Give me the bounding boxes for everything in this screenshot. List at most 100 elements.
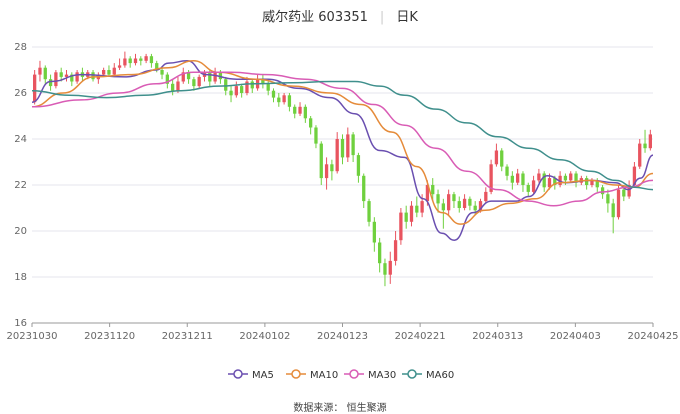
candles-layer (33, 51, 652, 287)
candle-body (303, 106, 307, 119)
legend: MA5 MA10 MA30 MA60 (228, 369, 454, 381)
candle-body (351, 134, 355, 156)
candle-body (287, 95, 292, 107)
legend-label: MA60 (426, 370, 454, 381)
candle-body (356, 155, 361, 176)
candle-body (606, 194, 610, 204)
x-tick-label: 20240123 (317, 331, 368, 342)
candle-body (531, 180, 536, 192)
candle-body (165, 74, 169, 84)
y-axis: 16 18 20 22 24 26 28 (14, 42, 27, 329)
candle-body (611, 203, 615, 218)
candle-body (431, 185, 435, 195)
candle-body (330, 164, 334, 172)
candle-body (494, 150, 499, 165)
candle-body (622, 189, 626, 197)
candle-body (452, 194, 456, 202)
candle-body (117, 65, 122, 68)
x-tick-label: 20231120 (84, 331, 135, 342)
x-tick-label: 20240313 (472, 331, 523, 342)
candle-body (186, 72, 191, 80)
legend-marker (407, 369, 417, 379)
candle-body (616, 189, 621, 218)
x-tick-label: 20240221 (395, 331, 446, 342)
candle-body (213, 72, 217, 82)
candle-body (447, 194, 451, 211)
ma-lines-layer (31, 60, 654, 241)
x-tick-label: 20231030 (7, 331, 58, 342)
x-tick-label: 20231211 (162, 331, 213, 342)
y-tick-label: 26 (14, 88, 27, 99)
candle-body (558, 175, 562, 185)
candle-body (340, 139, 345, 158)
candle-body (415, 205, 419, 213)
candle-body (298, 106, 302, 114)
y-tick-label: 24 (14, 134, 27, 145)
candle-body (510, 175, 514, 183)
stock-name: 威尔药业 603351 (262, 10, 368, 25)
data-source: 数据来源： 恒生聚源 (293, 403, 387, 414)
candle-body (271, 90, 276, 98)
candle-body (516, 173, 520, 183)
legend-label: MA10 (310, 370, 338, 381)
candle-body (537, 173, 541, 181)
candle-body (457, 201, 461, 208)
candle-body (91, 72, 95, 80)
candle-body (372, 221, 376, 243)
x-tick-label: 20240102 (239, 331, 290, 342)
candle-body (266, 83, 270, 91)
candle-body (240, 86, 244, 93)
candle-body (425, 185, 430, 202)
candle-body (319, 143, 323, 179)
candle-body (420, 201, 424, 213)
legend-item-ma5: MA5 (228, 369, 274, 381)
candle-body (436, 194, 440, 204)
candle-body (585, 178, 589, 185)
candle-body (378, 242, 382, 264)
x-axis: 20231030 20231120 20231211 20240102 20240123… (7, 323, 678, 342)
candle-body (627, 185, 631, 197)
candle-body (600, 187, 605, 195)
candle-body (409, 205, 414, 222)
chart-title: 威尔药业 603351 | 日K (0, 6, 680, 25)
candle-body (335, 139, 339, 172)
legend-item-ma30: MA30 (344, 369, 396, 381)
candle-body (468, 198, 472, 206)
candle-body (505, 166, 509, 176)
y-tick-label: 18 (14, 272, 27, 283)
series-line-ma10 (31, 60, 654, 225)
candle-body (462, 198, 467, 208)
candle-body (112, 67, 116, 75)
candle-body (484, 191, 488, 202)
candle-body (245, 81, 249, 93)
candle-body (489, 164, 493, 192)
candle-body (59, 72, 63, 77)
candle-body (155, 63, 159, 70)
x-tick-label: 20240403 (550, 331, 601, 342)
candle-body (38, 67, 42, 75)
legend-marker (291, 369, 301, 379)
candle-body (75, 72, 79, 82)
candle-body (324, 164, 329, 179)
candle-body (64, 74, 69, 77)
candle-body (218, 72, 223, 80)
candle-body (250, 81, 254, 89)
candle-body (595, 180, 599, 188)
title-separator: | (379, 10, 385, 25)
y-tick-label: 22 (14, 180, 27, 191)
candle-body (473, 205, 477, 211)
candle-body (638, 143, 642, 167)
candle-body (197, 76, 201, 87)
series-line-ma60 (31, 80, 654, 191)
candle-body (362, 175, 366, 202)
candle-body (261, 79, 265, 84)
candle-body (181, 72, 185, 82)
y-tick-label: 16 (14, 318, 27, 329)
candle-body (547, 178, 552, 188)
candle-body (224, 79, 228, 91)
candle-body (441, 203, 445, 211)
legend-item-ma60: MA60 (402, 369, 454, 381)
candle-body (171, 83, 175, 91)
